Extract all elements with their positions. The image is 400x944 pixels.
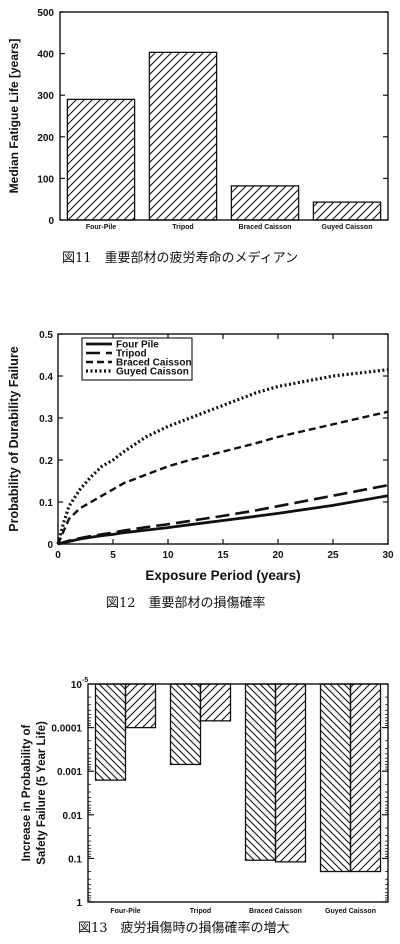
y-tick-label: 200: [37, 133, 54, 144]
bar-1-1: [94, 683, 127, 781]
y-axis-title: Median Fatigue Life [years]: [7, 39, 21, 194]
bar-3-2: [274, 683, 307, 863]
y-tick-label: 0.001: [57, 767, 82, 778]
y-tick-label: 0.2: [39, 456, 53, 467]
x-tick-label: Braced Caisson: [239, 224, 292, 231]
x-tick-label: Braced Caisson: [249, 908, 302, 915]
x-tick-label: Tripod: [190, 908, 211, 915]
x-tick-label: 20: [272, 550, 284, 561]
y-axis-title-line-2: Safety Failure (5 Year Life): [36, 721, 48, 865]
bar-4-1: [319, 683, 352, 873]
x-tick-label: 0: [55, 550, 61, 561]
legend-label-4: Guyed Caisson: [116, 367, 189, 378]
legend-label-2: Tripod: [116, 349, 147, 360]
figure-caption: 図12 重要部材の損傷確率: [106, 595, 266, 611]
bar-2: [148, 51, 218, 221]
durability-failure-chart: 0 0.1 0.2 0.3 0.4 0.5 0 5 10 15 20 25 30 Four PileTri…: [7, 330, 394, 611]
y-tick-label: 0: [47, 540, 53, 551]
x-tick-label: 25: [327, 550, 339, 561]
legend-label-1: Four Pile: [116, 340, 159, 351]
legend-label-3: Braced Caisson: [116, 358, 192, 369]
x-tick-label: 10: [162, 550, 174, 561]
figure-caption: 図11 重要部材の疲労寿命のメディアン: [62, 250, 298, 266]
y-tick-exponent: -5: [82, 677, 88, 684]
series-line-1: [57, 494, 389, 546]
x-tick-label: 30: [382, 550, 394, 561]
x-tick-label: Tripod: [172, 224, 193, 231]
y-tick-label: 0.1: [39, 498, 53, 509]
bar-4-2: [349, 683, 382, 873]
bar-1: [66, 98, 136, 221]
y-axis-title-line-1: Increase in Probability of: [21, 724, 33, 861]
y-tick-label: 10: [71, 680, 83, 691]
series-line-3: [56, 410, 389, 545]
x-tick-label: Guyed Caisson: [322, 224, 373, 231]
safety-failure-increase-chart: 10 0.0001 0.001 0.01 0.1 1 -5 Four-Pile Tripod Br…: [21, 677, 389, 936]
plot-frame: [87, 683, 389, 903]
bar-2-2: [199, 683, 232, 722]
y-tick-label: 0: [48, 216, 54, 227]
series-line-2: [57, 483, 389, 546]
y-tick-label: 400: [37, 50, 54, 61]
median-fatigue-life-chart: 0 100 200 300 400 500 Four-Pile Tripod Braced Ca…: [7, 8, 389, 266]
x-tick-label: 5: [110, 550, 116, 561]
bar-4: [312, 201, 382, 221]
y-tick-label: 0.4: [39, 372, 53, 383]
y-tick-label: 500: [37, 8, 54, 19]
y-tick-label: 0.3: [39, 414, 53, 425]
y-tick-label: 1: [76, 898, 82, 909]
y-tick-label: 0.5: [39, 330, 53, 341]
y-tick-label: 0.0001: [51, 724, 82, 735]
bar-1-2: [124, 683, 157, 729]
bar-3: [230, 185, 300, 221]
y-tick-label: 0.01: [63, 811, 83, 822]
x-tick-label: Guyed Caisson: [325, 908, 376, 915]
bar-3-1: [244, 683, 277, 861]
bar-2-1: [169, 683, 202, 766]
x-tick-label: 15: [217, 550, 229, 561]
y-axis-title: Probability of Durability Failure: [7, 346, 21, 531]
y-tick-label: 0.1: [68, 854, 82, 865]
x-tick-label: Four-Pile: [110, 908, 140, 915]
series-line-4: [56, 368, 389, 545]
y-tick-label: 100: [37, 174, 54, 185]
figure-caption: 図13 疲労損傷時の損傷確率の増大: [78, 920, 290, 936]
y-tick-label: 300: [37, 91, 54, 102]
x-axis-title: Exposure Period (years): [145, 568, 300, 583]
plot-frame: [59, 11, 389, 221]
x-tick-label: Four-Pile: [86, 224, 116, 231]
